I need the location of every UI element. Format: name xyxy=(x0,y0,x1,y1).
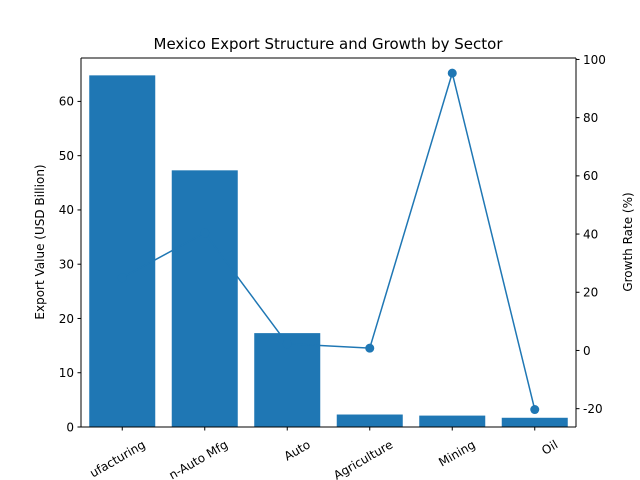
y-tick-label: 0 xyxy=(66,420,74,434)
markers-layer xyxy=(117,68,540,415)
y2-tick-label: 60 xyxy=(583,169,598,183)
line-layer xyxy=(121,70,536,410)
bar-mining xyxy=(419,415,486,427)
y2-tick-label: 20 xyxy=(583,286,598,300)
y2-axis-label: Growth Rate (%) xyxy=(621,192,635,291)
chart-title: Mexico Export Structure and Growth by Se… xyxy=(154,35,504,53)
bar-auto xyxy=(254,333,321,427)
axes-layer xyxy=(80,57,577,428)
growth-rate-line xyxy=(121,70,536,410)
growth-point-manufacturing xyxy=(117,273,127,283)
x-tick-label: Auto xyxy=(282,437,313,463)
bar-agriculture xyxy=(336,414,403,427)
growth-point-non-auto-mfg xyxy=(200,228,210,238)
bar-non-auto-mfg xyxy=(171,170,238,427)
bar-oil xyxy=(501,417,568,427)
bars-layer xyxy=(89,75,568,428)
growth-point-oil xyxy=(530,405,540,415)
y2-tick-label: 100 xyxy=(583,53,606,67)
growth-point-agriculture xyxy=(365,343,375,353)
growth-point-mining xyxy=(447,68,457,78)
y2-tick-label: 40 xyxy=(583,227,598,241)
y2-tick-label: -20 xyxy=(583,402,603,416)
x-tick-label: Oil xyxy=(539,437,560,457)
x-tick-label: Mining xyxy=(436,437,478,469)
x-tick-label: ufacturing xyxy=(87,437,147,480)
growth-point-auto xyxy=(282,339,292,349)
y-tick-label: 10 xyxy=(59,366,74,380)
y-tick-label: 50 xyxy=(59,149,74,163)
x-tick-label: n-Auto Mfg xyxy=(166,437,230,480)
x-tick-label: Agriculture xyxy=(331,437,395,480)
y-axis-label: Export Value (USD Billion) xyxy=(33,164,47,319)
y-tick-label: 40 xyxy=(59,203,74,217)
y2-tick-label: 80 xyxy=(583,111,598,125)
y2-tick-label: 0 xyxy=(583,344,591,358)
y-tick-label: 30 xyxy=(59,258,74,272)
bar-manufacturing xyxy=(89,75,156,428)
y-tick-label: 60 xyxy=(59,95,74,109)
y-tick-label: 20 xyxy=(59,312,74,326)
